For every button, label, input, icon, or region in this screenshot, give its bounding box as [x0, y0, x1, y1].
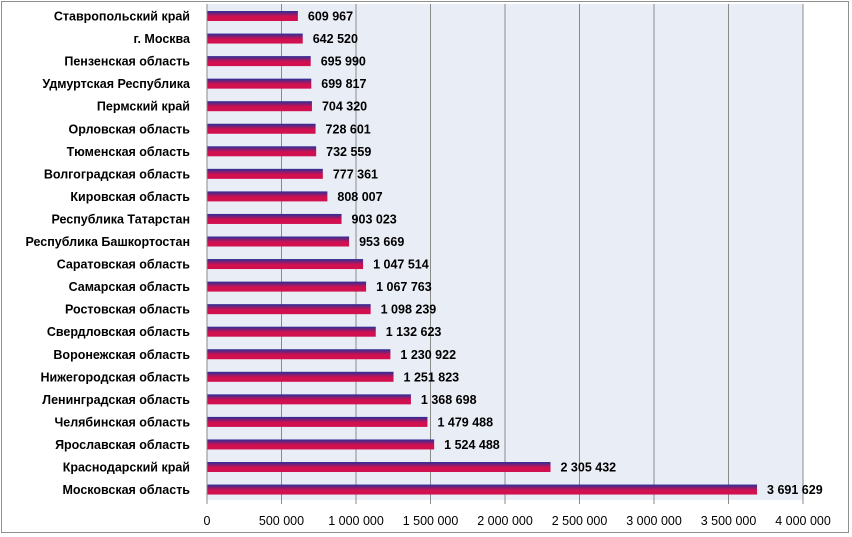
bar	[207, 326, 376, 337]
bar	[207, 146, 317, 157]
bar	[207, 168, 323, 179]
value-label: 728 601	[326, 122, 371, 136]
bar	[207, 484, 758, 495]
value-label: 695 990	[321, 55, 366, 69]
category-label: Ярославская область	[55, 438, 190, 452]
bar	[207, 56, 311, 67]
category-label: Краснодарский край	[63, 461, 190, 475]
value-label: 609 967	[308, 10, 353, 24]
bar	[207, 236, 350, 247]
category-label: Пермский край	[97, 100, 190, 114]
x-tick-label: 3 000 000	[626, 514, 682, 528]
category-label: Кировская область	[70, 190, 190, 204]
value-label: 1 098 239	[381, 303, 437, 317]
category-label: Ставропольский край	[54, 10, 190, 24]
category-labels: Ставропольский край г. Москва Пензенская о…	[25, 10, 191, 498]
value-labels: 609 967 642 520 695 990 699 817 704 320 728 6…	[308, 10, 823, 498]
bar	[207, 259, 364, 270]
value-label: 732 559	[326, 145, 371, 159]
value-label: 2 305 432	[561, 461, 617, 475]
category-label: г. Москва	[134, 32, 192, 46]
value-label: 1 067 763	[376, 280, 432, 294]
x-tick-label: 2 000 000	[477, 514, 533, 528]
gridlines	[281, 4, 804, 500]
value-label: 699 817	[321, 77, 366, 91]
x-tick-label: 2 500 000	[552, 514, 608, 528]
value-label: 903 023	[352, 212, 397, 226]
bar	[207, 78, 312, 89]
category-label: Самарская область	[69, 280, 191, 294]
x-tick-label: 3 500 000	[701, 514, 757, 528]
bar	[207, 11, 298, 21]
bar	[207, 371, 394, 382]
bar	[207, 281, 367, 292]
category-label: Челябинская область	[54, 415, 190, 429]
category-label: Пензенская область	[64, 55, 190, 69]
x-tick-label: 0	[204, 514, 211, 528]
value-label: 1 251 823	[404, 370, 460, 384]
value-label: 1 132 623	[386, 325, 442, 339]
value-label: 1 230 922	[400, 348, 456, 362]
category-label: Республика Башкортостан	[25, 235, 190, 249]
x-tick-label: 1 500 000	[403, 514, 459, 528]
category-label: Саратовская область	[57, 258, 191, 272]
x-tick-label: 4 000 000	[775, 514, 831, 528]
value-label: 3 691 629	[767, 483, 823, 497]
category-label: Нижегородская область	[40, 370, 190, 384]
value-label: 704 320	[322, 100, 367, 114]
x-tick-label: 500 000	[259, 514, 304, 528]
bar	[207, 123, 316, 134]
category-label: Волгоградская область	[44, 167, 190, 181]
category-label: Орловская область	[69, 122, 191, 136]
x-tick-label: 1 000 000	[328, 514, 384, 528]
bar	[207, 394, 411, 405]
value-label: 777 361	[333, 167, 378, 181]
bar	[207, 304, 371, 315]
value-label: 1 479 488	[437, 415, 493, 429]
bars	[207, 11, 758, 495]
category-label: Тюменская область	[67, 145, 191, 159]
value-label: 1 047 514	[373, 258, 429, 272]
x-axis-ticks: 0 500 000 1 000 000 1 500 000 2 000 000 2 500…	[204, 500, 831, 528]
category-label: Удмуртская Республика	[42, 77, 191, 91]
bar	[207, 33, 303, 44]
value-label: 953 669	[359, 235, 404, 249]
category-label: Воронежская область	[53, 348, 190, 362]
value-label: 1 368 698	[421, 393, 477, 407]
category-label: Республика Татарстан	[51, 212, 190, 226]
bar	[207, 191, 328, 202]
bar	[207, 349, 391, 360]
bar	[207, 416, 428, 427]
bar	[207, 439, 435, 450]
category-label: Свердловская область	[47, 325, 190, 339]
bar	[207, 462, 551, 472]
value-label: 642 520	[313, 32, 358, 46]
category-label: Московская область	[62, 483, 190, 497]
value-label: 1 524 488	[444, 438, 500, 452]
category-label: Ростовская область	[65, 303, 190, 317]
bar	[207, 101, 312, 112]
value-label: 808 007	[337, 190, 382, 204]
bar	[207, 213, 342, 224]
category-label: Ленинградская область	[42, 393, 190, 407]
